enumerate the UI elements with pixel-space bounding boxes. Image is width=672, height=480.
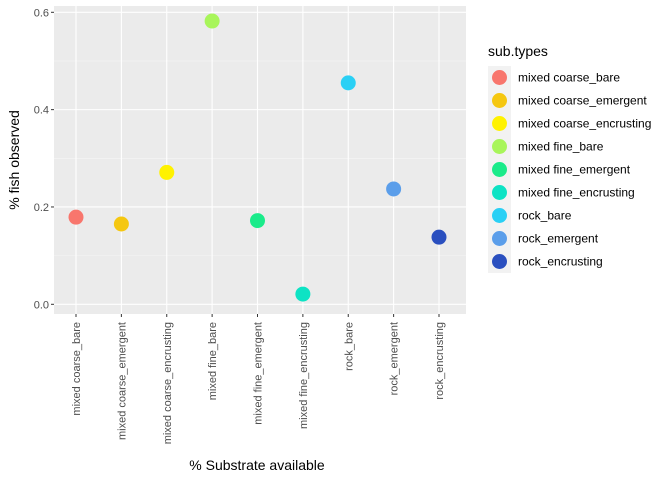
- x-tick-label: rock_emergent: [389, 322, 401, 395]
- data-point-7: [340, 75, 356, 91]
- legend-key-point: [492, 185, 507, 200]
- data-point-6: [295, 286, 311, 302]
- data-point-4: [204, 13, 220, 29]
- y-tick-label: 0.4: [34, 105, 49, 117]
- legend-key-point: [492, 70, 507, 85]
- major-gridlines: [54, 6, 466, 314]
- x-axis-title: % Substrate available: [189, 457, 325, 473]
- x-axis: mixed coarse_bare mixed coarse_emergent mi…: [71, 314, 446, 444]
- legend-label: mixed fine_emergent: [518, 163, 631, 177]
- legend-key-point: [492, 162, 507, 177]
- legend-label: mixed fine_bare: [518, 140, 604, 154]
- x-tick-label: mixed fine_encrusting: [298, 322, 310, 429]
- data-point-8: [386, 181, 402, 197]
- legend-label: rock_emergent: [518, 232, 599, 246]
- data-point-2: [113, 216, 129, 232]
- data-point-9: [431, 229, 447, 245]
- data-point-3: [159, 164, 175, 180]
- legend-key-point: [492, 116, 507, 131]
- data-points: [68, 13, 447, 302]
- y-axis-title: % fish observed: [6, 110, 22, 210]
- legend-key-point: [492, 208, 507, 223]
- legend-label: mixed coarse_emergent: [518, 94, 647, 108]
- data-point-5: [250, 213, 265, 229]
- y-tick-label: 0.2: [34, 202, 49, 214]
- legend-label: mixed coarse_bare: [518, 71, 620, 85]
- x-tick-label: rock_bare: [343, 322, 355, 371]
- y-tick-label: 0.0: [34, 299, 49, 311]
- legend-key-point: [492, 231, 507, 246]
- legend-label: rock_bare: [518, 209, 572, 223]
- legend-label: mixed fine_encrusting: [518, 186, 635, 200]
- y-axis: 0.0 0.2 0.4 0.6: [34, 7, 54, 311]
- x-tick-label: mixed coarse_bare: [71, 322, 83, 416]
- x-tick-label: mixed fine_bare: [207, 322, 219, 400]
- data-point-1: [68, 209, 84, 225]
- x-tick-label: mixed fine_emergent: [253, 322, 265, 425]
- panel-background: [54, 6, 466, 314]
- legend-label: rock_encrusting: [518, 255, 603, 269]
- legend-key-point: [492, 93, 507, 108]
- minor-gridlines: [54, 60, 466, 256]
- legend-key-point: [492, 139, 507, 154]
- x-tick-label: mixed coarse_encrusting: [162, 322, 174, 444]
- legend-title: sub.types: [488, 43, 548, 59]
- legend-key-point: [492, 254, 507, 269]
- x-tick-label: mixed coarse_emergent: [116, 322, 128, 440]
- x-tick-label: rock_encrusting: [434, 322, 446, 400]
- y-tick-label: 0.6: [34, 7, 49, 19]
- legend-label: mixed coarse_encrusting: [518, 117, 651, 131]
